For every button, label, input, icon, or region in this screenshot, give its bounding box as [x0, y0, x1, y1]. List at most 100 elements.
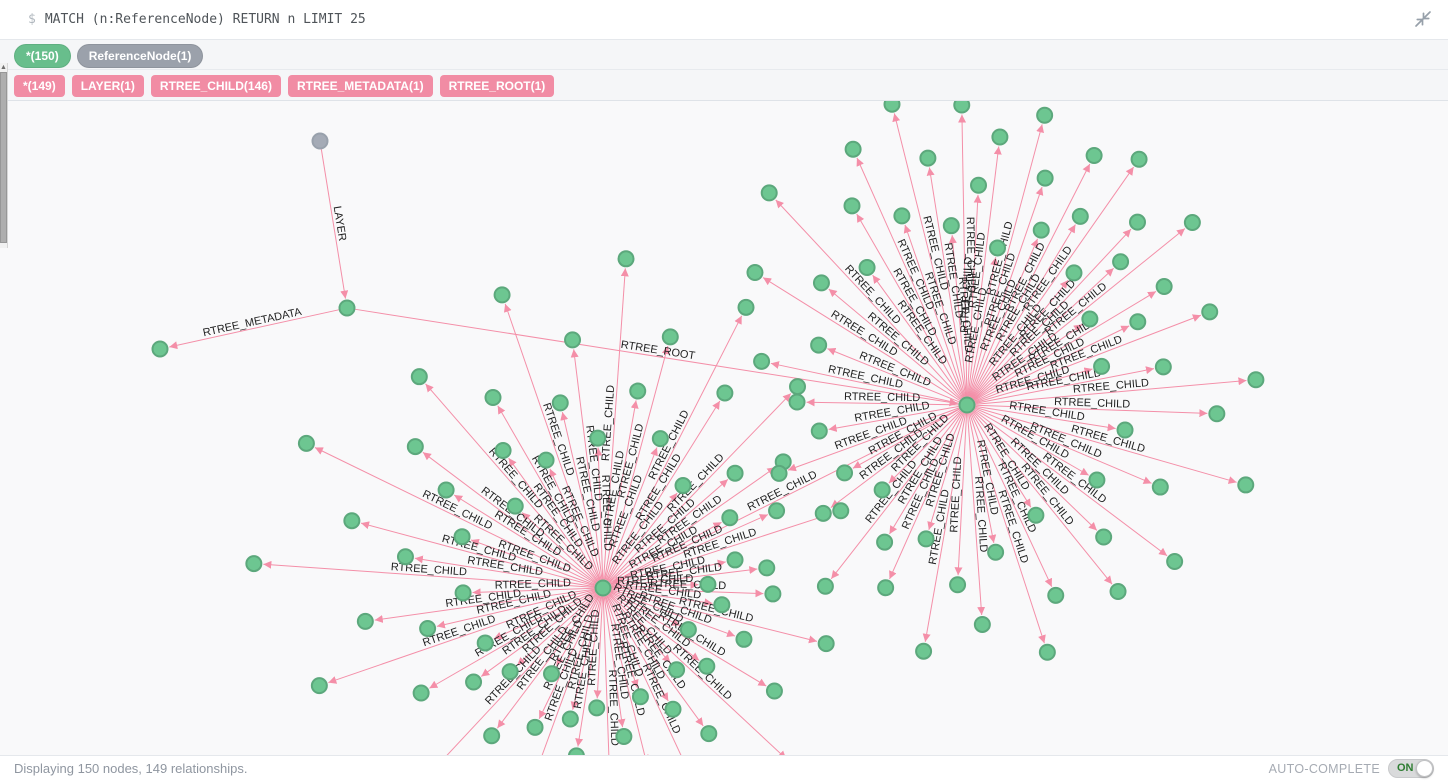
graph-node[interactable]	[735, 630, 753, 648]
relationship-edge[interactable]	[969, 412, 1046, 644]
graph-node[interactable]	[764, 585, 782, 603]
relationship-edge[interactable]	[263, 560, 595, 588]
graph-node[interactable]	[297, 434, 315, 452]
graph-node[interactable]	[1154, 358, 1172, 376]
relationship-edge[interactable]	[856, 157, 964, 398]
relationship-edge[interactable]	[508, 457, 599, 582]
relationship-edge[interactable]	[972, 267, 1114, 400]
relationship-edge[interactable]	[606, 595, 705, 755]
graph-node[interactable]	[615, 728, 633, 746]
relationship-edge[interactable]	[610, 512, 832, 586]
graph-node[interactable]	[454, 584, 472, 602]
scrollbar-thumb[interactable]	[0, 72, 7, 243]
graph-node[interactable]	[917, 530, 935, 548]
relationship-edge[interactable]	[975, 404, 1208, 418]
graph-node[interactable]	[406, 438, 424, 456]
graph-node[interactable]	[788, 393, 806, 411]
rel-type-badge-2[interactable]: RTREE_CHILD(146)	[150, 75, 281, 97]
graph-node[interactable]	[526, 718, 544, 736]
relationship-edge[interactable]	[560, 412, 602, 580]
graph-node[interactable]	[1036, 106, 1054, 124]
relationship-edge[interactable]	[974, 407, 1152, 484]
graph-node[interactable]	[484, 388, 502, 406]
graph-node[interactable]	[1095, 528, 1113, 546]
graph-node[interactable]	[617, 250, 635, 268]
relationship-edge[interactable]	[603, 596, 626, 728]
node-label-badge-1[interactable]: ReferenceNode(1)	[76, 44, 204, 68]
graph-node[interactable]	[410, 368, 428, 386]
relationship-edge[interactable]	[828, 288, 961, 400]
graph-node[interactable]	[661, 328, 679, 346]
graph-node[interactable]	[716, 384, 734, 402]
relationship-edge[interactable]	[969, 186, 1044, 398]
graph-node[interactable]	[789, 378, 807, 396]
relationship-edge[interactable]	[609, 592, 700, 661]
relationship-edge[interactable]	[607, 400, 721, 582]
relationship-edge[interactable]	[503, 303, 601, 581]
relationship-edge[interactable]	[429, 591, 596, 689]
graph-node[interactable]	[760, 184, 778, 202]
relationship-edge[interactable]	[549, 468, 600, 581]
graph-node[interactable]	[877, 579, 895, 597]
relationship-edge[interactable]	[169, 309, 339, 350]
relationship-edge[interactable]	[973, 228, 1186, 401]
relationship-edge[interactable]	[827, 347, 960, 403]
relationship-edge[interactable]	[974, 408, 1089, 476]
node-label-badge-0[interactable]: *(150)	[14, 44, 71, 68]
graph-node[interactable]	[542, 665, 560, 683]
graph-node[interactable]	[1166, 552, 1184, 570]
graph-node[interactable]	[453, 528, 471, 546]
relationship-edge[interactable]	[975, 377, 1247, 405]
graph-node[interactable]	[1208, 405, 1226, 423]
graph-node[interactable]	[1081, 310, 1099, 328]
graph-node[interactable]	[970, 176, 988, 194]
relationship-edge[interactable]	[968, 413, 997, 544]
relationship-edge[interactable]	[603, 268, 629, 580]
graph-node[interactable]	[713, 596, 731, 614]
relationship-edge[interactable]	[974, 325, 1130, 402]
relationship-edge[interactable]	[611, 408, 960, 585]
query-editor-bar[interactable]: $ MATCH (n:ReferenceNode) RETURN n LIMIT …	[0, 0, 1448, 40]
relationship-edge[interactable]	[374, 588, 595, 623]
relationship-edge[interactable]	[603, 400, 639, 580]
graph-node[interactable]	[1109, 583, 1127, 601]
graph-node[interactable]	[343, 512, 361, 530]
graph-node[interactable]	[812, 274, 830, 292]
relationship-edge[interactable]	[975, 405, 1116, 432]
relationship-edge[interactable]	[611, 587, 764, 598]
relationship-edge[interactable]	[609, 479, 729, 583]
relationship-edge[interactable]	[422, 451, 597, 584]
graph-node[interactable]	[564, 331, 582, 349]
graph-node[interactable]	[810, 422, 828, 440]
graph-node[interactable]	[629, 382, 647, 400]
graph-node[interactable]	[768, 502, 786, 520]
relationship-edge[interactable]	[970, 412, 1053, 587]
graph-node[interactable]	[832, 502, 850, 520]
relationship-edge[interactable]	[320, 149, 349, 299]
graph-node[interactable]	[1129, 313, 1147, 331]
graph-node[interactable]	[1065, 264, 1083, 282]
graph-node[interactable]	[493, 286, 511, 304]
autocomplete-toggle[interactable]: ON	[1388, 759, 1434, 778]
relationship-edge[interactable]	[610, 591, 681, 626]
reference-node[interactable]	[311, 132, 329, 150]
graph-node[interactable]	[1032, 221, 1050, 239]
relationship-edge[interactable]	[602, 596, 611, 755]
relationship-edge[interactable]	[973, 324, 1083, 401]
relationship-edge[interactable]	[610, 591, 767, 687]
relationship-edge[interactable]	[969, 238, 1039, 398]
graph-node[interactable]	[631, 688, 649, 706]
relationship-edge[interactable]	[974, 291, 1157, 402]
relationship-edge[interactable]	[480, 592, 597, 677]
relationship-edge[interactable]	[604, 596, 649, 755]
relationship-edge[interactable]	[970, 163, 1091, 398]
graph-node[interactable]	[1047, 586, 1065, 604]
relationship-edge[interactable]	[593, 596, 604, 699]
graph-node[interactable]	[893, 207, 911, 225]
graph-node[interactable]	[1151, 478, 1169, 496]
relationship-edge[interactable]	[608, 593, 671, 664]
graph-node[interactable]	[721, 509, 739, 527]
relationship-edge[interactable]	[971, 411, 1113, 585]
relationship-edge[interactable]	[611, 580, 699, 589]
graph-node[interactable]	[245, 555, 263, 573]
